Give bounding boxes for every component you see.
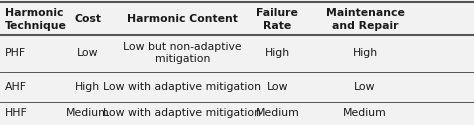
Text: Low: Low xyxy=(354,82,376,92)
Text: Maintenance
and Repair: Maintenance and Repair xyxy=(326,8,404,31)
Text: Medium: Medium xyxy=(343,108,387,118)
Text: HHF: HHF xyxy=(5,108,27,118)
Text: Low with adaptive mitigation: Low with adaptive mitigation xyxy=(103,108,262,118)
Text: High: High xyxy=(264,48,290,58)
Text: Harmonic Content: Harmonic Content xyxy=(127,14,238,24)
Text: Failure
Rate: Failure Rate xyxy=(256,8,298,31)
Text: Medium: Medium xyxy=(66,108,109,118)
Text: Harmonic
Technique: Harmonic Technique xyxy=(5,8,67,31)
Text: High: High xyxy=(352,48,378,58)
Text: High: High xyxy=(75,82,100,92)
Text: Low with adaptive mitigation: Low with adaptive mitigation xyxy=(103,82,262,92)
Text: Low but non-adaptive
mitigation: Low but non-adaptive mitigation xyxy=(123,42,242,64)
Text: Cost: Cost xyxy=(74,14,101,24)
Text: Low: Low xyxy=(266,82,288,92)
Text: Medium: Medium xyxy=(255,108,299,118)
Text: PHF: PHF xyxy=(5,48,26,58)
Text: Low: Low xyxy=(77,48,99,58)
Text: AHF: AHF xyxy=(5,82,27,92)
